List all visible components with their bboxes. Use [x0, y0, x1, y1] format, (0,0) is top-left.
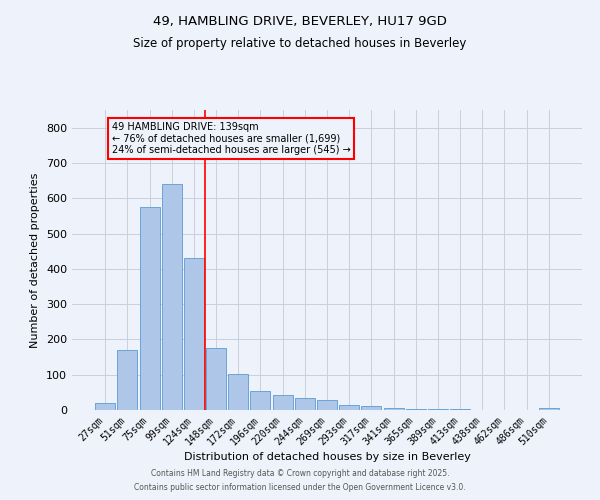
- Text: Contains HM Land Registry data © Crown copyright and database right 2025.: Contains HM Land Registry data © Crown c…: [151, 468, 449, 477]
- Bar: [140, 207, 160, 410]
- Text: 49, HAMBLING DRIVE, BEVERLEY, HU17 9GD: 49, HAMBLING DRIVE, BEVERLEY, HU17 9GD: [153, 15, 447, 28]
- Bar: [184, 258, 204, 410]
- Bar: [95, 403, 115, 410]
- Text: 49 HAMBLING DRIVE: 139sqm
← 76% of detached houses are smaller (1,699)
24% of se: 49 HAMBLING DRIVE: 139sqm ← 76% of detac…: [112, 122, 350, 155]
- Bar: [339, 404, 359, 410]
- Bar: [295, 398, 315, 410]
- Bar: [206, 348, 226, 410]
- Bar: [272, 395, 293, 410]
- Bar: [383, 408, 404, 410]
- X-axis label: Distribution of detached houses by size in Beverley: Distribution of detached houses by size …: [184, 452, 470, 462]
- Bar: [162, 184, 182, 410]
- Bar: [118, 350, 137, 410]
- Bar: [406, 409, 426, 410]
- Text: Contains public sector information licensed under the Open Government Licence v3: Contains public sector information licen…: [134, 484, 466, 492]
- Bar: [361, 406, 382, 410]
- Bar: [228, 374, 248, 410]
- Text: Size of property relative to detached houses in Beverley: Size of property relative to detached ho…: [133, 38, 467, 51]
- Bar: [539, 408, 559, 410]
- Bar: [317, 400, 337, 410]
- Bar: [250, 390, 271, 410]
- Y-axis label: Number of detached properties: Number of detached properties: [31, 172, 40, 348]
